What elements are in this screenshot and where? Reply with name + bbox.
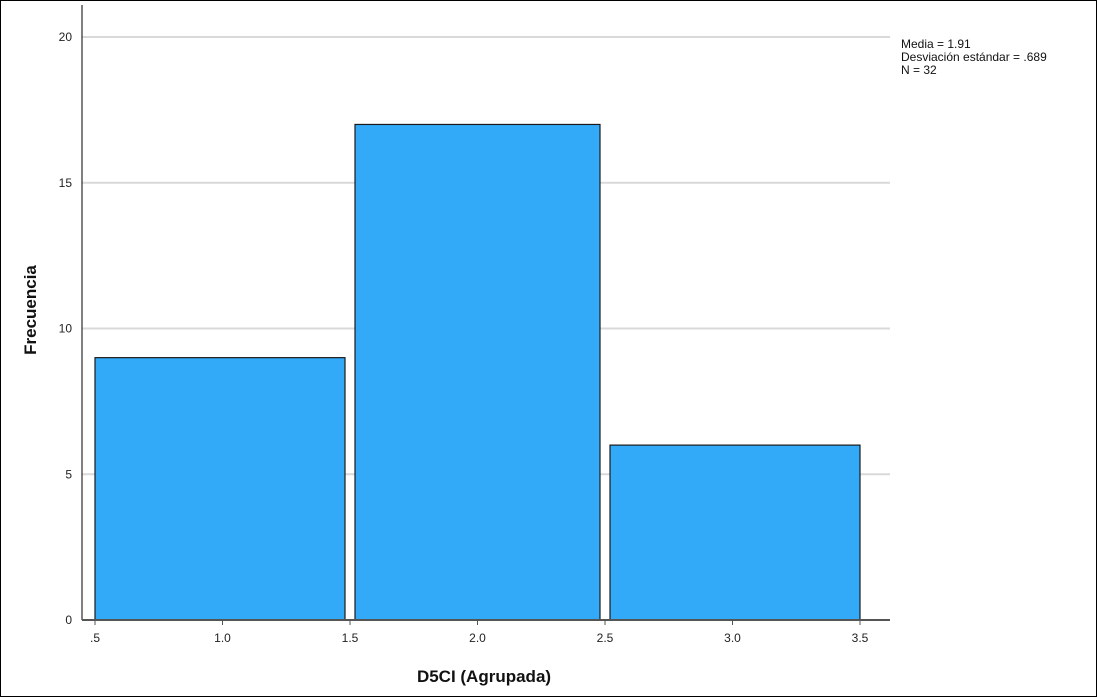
x-tick-label: 1.5 — [342, 631, 359, 645]
x-tick-label: 3.0 — [724, 631, 741, 645]
histogram-bar — [609, 444, 861, 621]
sd-stat: Desviación estándar = .689 — [901, 50, 1047, 64]
x-tick-label: .5 — [90, 631, 100, 645]
y-tick-labels: 0 5 10 15 20 — [59, 30, 73, 627]
x-tick-labels: .5 1.0 1.5 2.0 2.5 3.0 3.5 — [90, 631, 869, 645]
x-tick-label: 3.5 — [852, 631, 869, 645]
y-tick-label: 10 — [59, 322, 73, 336]
x-tick-label: 2.5 — [597, 631, 614, 645]
y-axis-title: Frecuencia — [21, 265, 40, 355]
x-axis-title: D5CI (Agrupada) — [417, 667, 551, 686]
histogram-bar — [94, 357, 346, 621]
mean-stat: Media = 1.91 — [901, 37, 971, 51]
histogram-bar — [354, 123, 601, 621]
bars — [94, 123, 861, 621]
y-tick-label: 20 — [59, 30, 73, 44]
x-tick-label: 1.0 — [214, 631, 231, 645]
y-tick-label: 5 — [65, 467, 72, 481]
axes — [81, 5, 890, 625]
x-tick-label: 2.0 — [469, 631, 486, 645]
n-stat: N = 32 — [901, 63, 937, 77]
y-tick-label: 0 — [65, 613, 72, 627]
y-tick-label: 15 — [59, 176, 73, 190]
statistics-box: Media = 1.91 Desviación estándar = .689 … — [901, 37, 1047, 77]
